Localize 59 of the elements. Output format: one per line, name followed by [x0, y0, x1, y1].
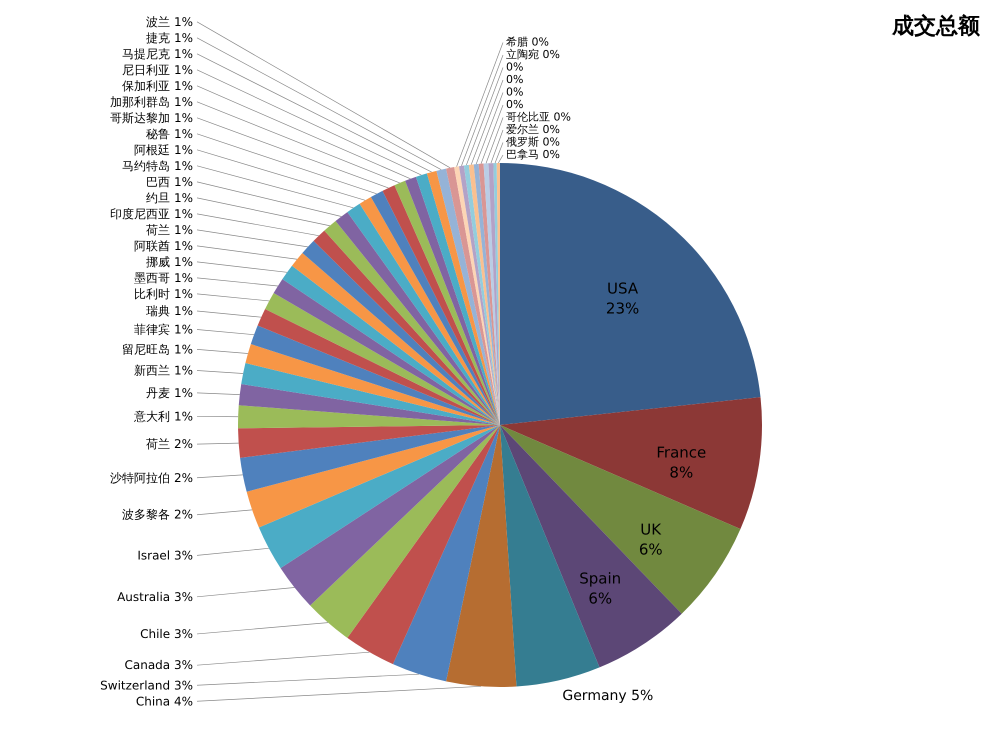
slice-label: 保加利亚 1%	[122, 78, 193, 93]
data-label: 23%	[606, 300, 640, 318]
data-label: 0%	[506, 98, 524, 111]
slice-label: 波兰 1%	[146, 14, 193, 29]
pie-slice	[310, 425, 500, 638]
slice-label: USA	[607, 280, 639, 298]
slice-label: 挪威 1%	[146, 254, 193, 269]
slice-label: China 4%	[136, 694, 193, 708]
slice-label: 留尼旺岛 1%	[122, 342, 193, 356]
slice-label: 巴西 1%	[146, 174, 193, 189]
slice-label: 波多黎各 2%	[122, 508, 193, 522]
data-label: 0%	[506, 60, 524, 74]
slice-label: 新西兰 1%	[134, 364, 193, 378]
slice-label: 墨西哥 1%	[134, 270, 193, 285]
slice-label: 印度尼西亚 1%	[110, 206, 193, 221]
pie-slice	[246, 425, 500, 528]
slice-label: 巴拿马 0%	[506, 148, 560, 161]
slice-label: 阿联酋 1%	[134, 238, 193, 253]
slice-label: 意大利 1%	[133, 409, 193, 424]
data-label: 0%	[506, 86, 524, 98]
slice-label: Spain	[579, 570, 622, 588]
slice-label: 捷克 1%	[146, 30, 193, 45]
pie-slice	[500, 163, 761, 425]
slice-label: 阿根廷 1%	[134, 142, 193, 157]
pie-slice	[446, 167, 500, 425]
slice-label: 比利时 1%	[134, 286, 193, 301]
slice-label: Israel 3%	[137, 548, 193, 562]
slice-label: Chile 3%	[140, 626, 193, 641]
slice-label: 希腊 0%	[506, 36, 549, 48]
slice-label: 哥伦比亚 0%	[506, 110, 571, 124]
slice-label: 荷兰 2%	[146, 437, 193, 452]
data-label: 8%	[669, 464, 694, 482]
slice-label: 哥斯达黎加 1%	[110, 110, 193, 125]
slice-label: 马提尼克 1%	[122, 46, 193, 61]
slice-label: 约旦 1%	[146, 190, 193, 205]
slice-label: 立陶宛 0%	[506, 48, 560, 61]
slice-label: 丹麦 1%	[146, 386, 193, 400]
slice-label: Germany 5%	[562, 688, 654, 704]
slice-label: 加那利群岛 1%	[110, 94, 193, 109]
slice-label: 瑞典 1%	[146, 304, 193, 318]
slice-label: 荷兰 1%	[146, 222, 193, 237]
slice-label: Australia 3%	[117, 590, 193, 604]
slice-label: 菲律宾 1%	[134, 322, 193, 337]
slice-label: 秘鲁 1%	[146, 126, 193, 141]
text: 成交总额	[891, 13, 981, 39]
slice-label: 沙特阿拉伯 2%	[110, 470, 193, 485]
slice-label: Switzerland 3%	[100, 678, 193, 692]
slice-label: UK	[640, 520, 662, 539]
data-label: 0%	[506, 73, 524, 86]
slice-label: Canada 3%	[124, 658, 193, 672]
pie-slice	[446, 425, 516, 687]
pie-slice	[500, 425, 740, 614]
slice-label: 尼日利亚 1%	[122, 62, 193, 77]
slice-label: 爱尔兰 0%	[506, 123, 560, 136]
data-label: 6%	[588, 590, 612, 608]
slice-label: France	[656, 444, 706, 462]
slice-label: 俄罗斯 0%	[506, 136, 560, 148]
slice-label: 马约特岛 1%	[122, 158, 193, 173]
data-label: 6%	[638, 540, 663, 559]
